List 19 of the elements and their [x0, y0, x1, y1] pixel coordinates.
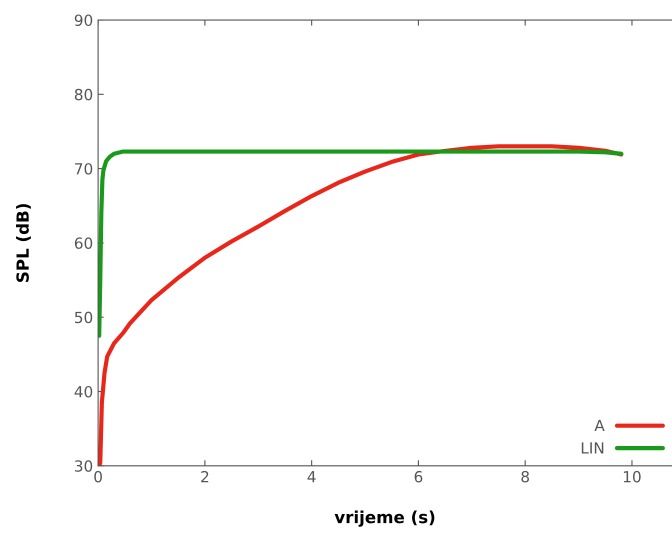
line-series [98, 149, 624, 338]
x-tick-label: 8 [521, 470, 530, 482]
y-axis-title: SPL (dB) [16, 204, 31, 282]
y-tick-label: 50 [74, 312, 92, 324]
legend-label: LIN [582, 442, 604, 454]
y-tick-label: 90 [74, 14, 92, 26]
y-tick-label: 60 [74, 237, 92, 249]
x-tick-label: 10 [624, 470, 641, 482]
x-tick-label: 6 [414, 470, 422, 482]
x-tick-label: 4 [308, 471, 316, 482]
y-tick-label: 30 [74, 460, 92, 472]
x-tick-label: 0 [94, 470, 102, 482]
y-tick-label: 80 [74, 88, 92, 100]
y-tick-label: 70 [75, 163, 92, 175]
legend-label: A [594, 420, 605, 432]
x-axis-title: vrijeme (s) [334, 510, 434, 527]
line-series [98, 144, 624, 466]
x-tick-label: 2 [201, 470, 208, 482]
y-tick-label: 40 [74, 386, 92, 398]
